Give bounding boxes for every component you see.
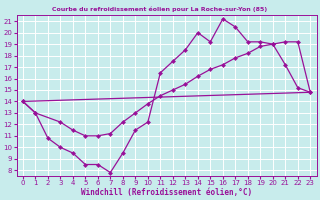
X-axis label: Windchill (Refroidissement éolien,°C): Windchill (Refroidissement éolien,°C)	[81, 188, 252, 197]
Text: Courbe du refroidissement éolien pour La Roche-sur-Yon (85): Courbe du refroidissement éolien pour La…	[52, 6, 268, 11]
